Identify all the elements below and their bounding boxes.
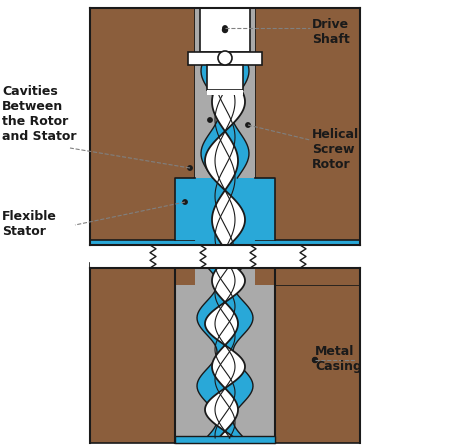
Circle shape (313, 358, 317, 362)
Polygon shape (255, 263, 360, 443)
Circle shape (246, 123, 250, 127)
Polygon shape (175, 263, 275, 443)
Polygon shape (90, 8, 195, 253)
Polygon shape (195, 8, 226, 178)
Circle shape (222, 27, 228, 33)
Polygon shape (90, 8, 195, 240)
Polygon shape (207, 65, 243, 90)
Polygon shape (90, 263, 195, 443)
Polygon shape (250, 178, 275, 240)
Polygon shape (188, 52, 262, 65)
Polygon shape (195, 8, 255, 253)
Polygon shape (207, 90, 243, 95)
Polygon shape (255, 263, 275, 443)
Text: Metal
Casing: Metal Casing (315, 345, 362, 373)
Text: Drive
Shaft: Drive Shaft (312, 18, 350, 46)
Text: Helical
Screw
Rotor: Helical Screw Rotor (312, 128, 359, 171)
Polygon shape (175, 263, 195, 443)
Polygon shape (205, 76, 245, 253)
Polygon shape (255, 263, 360, 285)
Polygon shape (90, 263, 360, 443)
Circle shape (188, 166, 192, 170)
Polygon shape (224, 8, 255, 178)
Polygon shape (90, 245, 360, 268)
Text: Cavities
Between
the Rotor
and Stator: Cavities Between the Rotor and Stator (2, 85, 76, 143)
Circle shape (183, 200, 187, 204)
Circle shape (223, 26, 227, 30)
Circle shape (312, 358, 318, 362)
Polygon shape (90, 263, 195, 285)
Polygon shape (255, 178, 275, 240)
Polygon shape (205, 266, 245, 438)
Polygon shape (197, 268, 253, 438)
Polygon shape (195, 263, 255, 443)
Polygon shape (90, 8, 360, 253)
Polygon shape (90, 248, 360, 263)
Polygon shape (255, 8, 360, 240)
Polygon shape (175, 178, 195, 240)
Polygon shape (200, 8, 250, 52)
Text: Flexible
Stator: Flexible Stator (2, 210, 57, 238)
Polygon shape (175, 436, 275, 443)
Circle shape (208, 118, 212, 122)
Polygon shape (90, 263, 175, 443)
Polygon shape (255, 8, 360, 253)
Polygon shape (201, 13, 249, 178)
Circle shape (218, 51, 232, 65)
Polygon shape (205, 178, 250, 240)
Polygon shape (175, 178, 205, 240)
Polygon shape (275, 263, 360, 443)
